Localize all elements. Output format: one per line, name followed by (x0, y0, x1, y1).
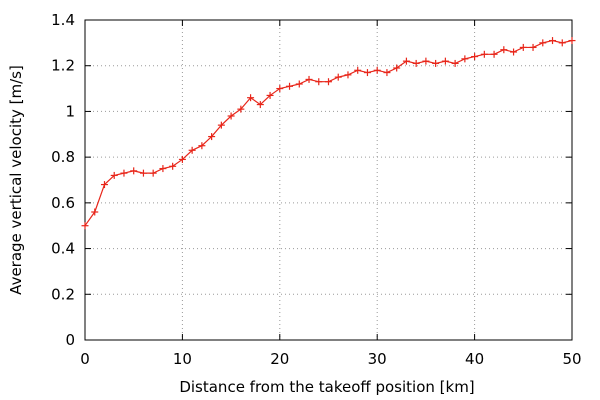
data-point-marker (432, 59, 440, 67)
y-tick-label: 0.4 (51, 240, 75, 258)
data-point-marker (295, 80, 303, 88)
data-point-marker (266, 91, 274, 99)
data-point-marker (159, 165, 167, 173)
data-point-marker (402, 57, 410, 65)
data-point-marker (412, 59, 420, 67)
y-axis-label: Average vertical velocity [m/s] (7, 65, 25, 295)
y-tick-label: 0.6 (51, 194, 75, 212)
y-tick-label: 0.8 (51, 148, 75, 166)
data-point-marker (256, 101, 264, 109)
plot-frame (84, 19, 573, 341)
data-point-marker (393, 64, 401, 72)
data-point-marker (169, 162, 177, 170)
series-line (84, 39, 573, 227)
x-tick-label: 10 (173, 350, 192, 368)
data-point-marker (422, 57, 430, 65)
data-point-marker (139, 169, 147, 177)
data-point-marker (383, 69, 391, 77)
tick-labels: 0 10 20 30 40 50 0 0.2 0.4 0.6 0.8 1 1.2 1.4 (51, 11, 581, 368)
data-point-marker (480, 50, 488, 58)
x-tick-label: 20 (270, 350, 289, 368)
series (81, 37, 576, 230)
data-point-marker (208, 133, 216, 141)
data-point-marker (539, 39, 547, 47)
data-point-marker (373, 66, 381, 74)
data-point-marker (178, 155, 186, 163)
data-point-marker (529, 43, 537, 51)
data-point-marker (130, 167, 138, 175)
y-tick-label: 1.2 (51, 57, 75, 75)
data-point-marker (315, 78, 323, 86)
data-point-marker (510, 48, 518, 56)
data-point-marker (217, 121, 225, 129)
data-point-marker (490, 50, 498, 58)
data-point-marker (110, 171, 118, 179)
y-tick-label: 0 (65, 331, 75, 349)
data-point-marker (461, 55, 469, 63)
data-point-marker (549, 37, 557, 45)
data-point-marker (120, 169, 128, 177)
data-point-marker (558, 39, 566, 47)
data-point-marker (286, 82, 294, 90)
data-point-marker (81, 222, 89, 230)
x-axis-label: Distance from the takeoff position [km] (179, 378, 474, 396)
grid (85, 20, 572, 340)
y-tick-label: 1.4 (51, 11, 75, 29)
data-point-marker (100, 181, 108, 189)
x-tick-label: 0 (80, 350, 90, 368)
data-point-marker (354, 66, 362, 74)
data-point-marker (519, 43, 527, 51)
data-point-marker (451, 59, 459, 67)
data-point-marker (188, 146, 196, 154)
data-point-marker (441, 57, 449, 65)
data-point-marker (325, 78, 332, 86)
x-tick-label: 50 (562, 350, 581, 368)
x-tick-label: 30 (368, 350, 387, 368)
y-tick-label: 0.2 (51, 285, 75, 303)
data-point-marker (227, 112, 235, 120)
y-tick-label: 1 (65, 102, 75, 120)
data-point-marker (344, 71, 352, 79)
data-point-marker (363, 69, 371, 77)
data-point-marker (247, 94, 255, 102)
axis-ticks (84, 19, 573, 341)
data-point-marker (276, 85, 284, 93)
x-tick-label: 40 (465, 350, 484, 368)
data-point-marker (334, 73, 342, 81)
data-point-marker (198, 142, 206, 150)
data-point-marker (237, 105, 245, 113)
data-point-marker (568, 37, 576, 45)
data-point-marker (500, 46, 508, 54)
data-point-marker (471, 53, 479, 61)
data-point-marker (305, 75, 313, 83)
data-point-marker (91, 208, 99, 216)
data-point-marker (149, 169, 157, 177)
